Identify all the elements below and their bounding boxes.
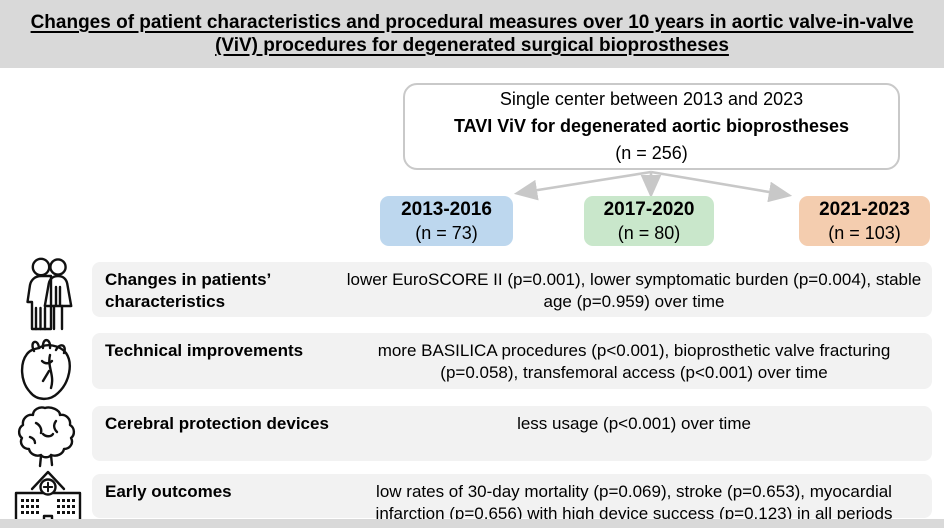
period-box-2013-2016: 2013-2016 (n = 73) (380, 196, 513, 246)
title-band: Changes of patient characteristics and p… (0, 0, 944, 68)
row-description: lower EuroSCORE II (p=0.001), lower symp… (346, 270, 922, 311)
row-patient-characteristics: Changes in patients’ characteristics low… (92, 262, 932, 317)
period-box-2017-2020: 2017-2020 (n = 80) (584, 196, 714, 246)
row-label: Early outcomes (105, 482, 232, 501)
source-box-line3: (n = 256) (615, 143, 688, 163)
row-cerebral-protection: Cerebral protection devices less usage (… (92, 406, 932, 461)
bottom-band (0, 519, 944, 528)
row-description: more BASILICA procedures (p<0.001), biop… (377, 341, 891, 382)
branch-arrows-icon (513, 170, 793, 202)
brain-icon (10, 403, 80, 474)
period-label: 2013-2016 (401, 199, 492, 220)
heart-icon (12, 336, 80, 413)
period-n: (n = 103) (828, 223, 901, 243)
figure-title: Changes of patient characteristics and p… (30, 12, 914, 56)
source-box-line1: Single center between 2013 and 2023 (499, 89, 804, 109)
row-label: Changes in patients’ characteristics (105, 270, 271, 311)
row-description: less usage (p<0.001) over time (517, 414, 751, 433)
elderly-couple-icon (16, 257, 82, 338)
period-box-2021-2023: 2021-2023 (n = 103) (799, 196, 930, 246)
row-label: Technical improvements (105, 341, 304, 360)
period-label: 2017-2020 (603, 199, 695, 220)
row-early-outcomes: Early outcomes low rates of 30-day morta… (92, 474, 932, 523)
source-box-line2: TAVI ViV for degenerated aortic bioprost… (453, 116, 850, 136)
period-n: (n = 80) (617, 223, 681, 243)
period-label: 2021-2023 (819, 199, 910, 220)
period-n: (n = 73) (415, 223, 478, 243)
source-box: Single center between 2013 and 2023 TAVI… (403, 83, 900, 170)
row-technical-improvements: Technical improvements more BASILICA pro… (92, 333, 932, 389)
row-label: Cerebral protection devices (105, 414, 329, 433)
row-description: low rates of 30-day mortality (p=0.069),… (375, 482, 893, 523)
